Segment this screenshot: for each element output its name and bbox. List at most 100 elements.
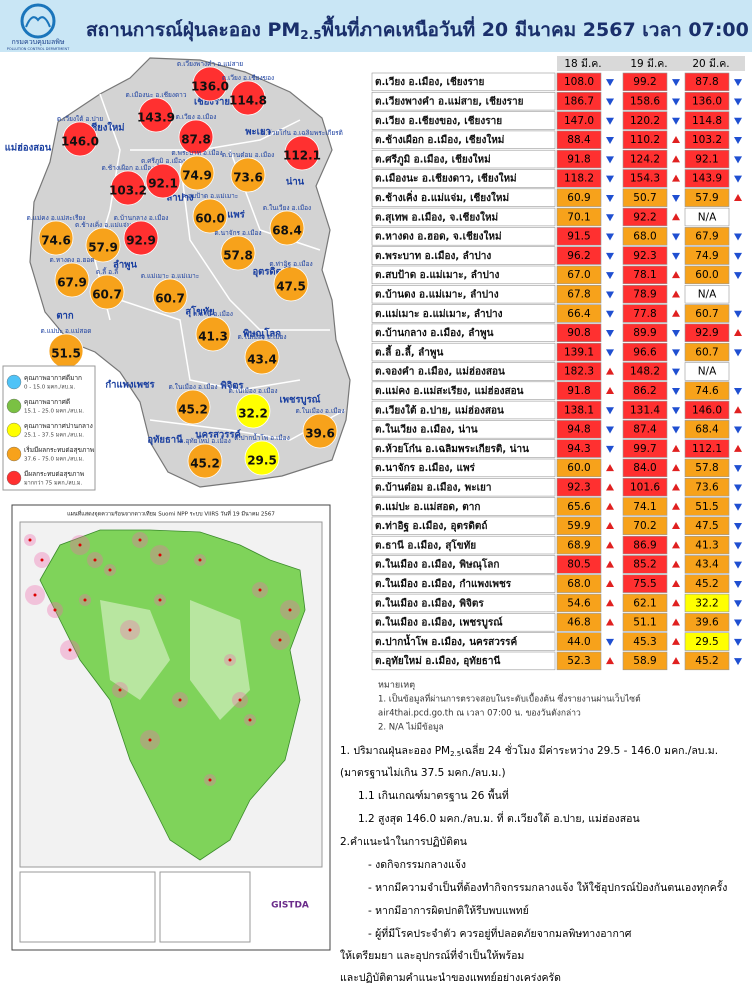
value-cell [622, 323, 668, 342]
station-name: ต.นาจักร อ.เมือง, แพร่ [375, 462, 476, 474]
column-header: 20 มี.ค. [692, 57, 729, 70]
value-cell [684, 632, 730, 651]
marker-value: 32.2 [238, 407, 268, 421]
station-cell [371, 207, 556, 227]
legend-swatch [6, 446, 22, 462]
value: 154.3 [630, 173, 660, 185]
value-cell [556, 593, 602, 613]
trend-arrow-up [606, 483, 614, 491]
value-cell [622, 497, 668, 516]
trend-arrow-down [734, 561, 742, 569]
hotspot-dot [28, 538, 32, 542]
agency: GISTDA [271, 901, 309, 911]
marker [123, 220, 159, 256]
marker [89, 274, 125, 310]
province-label: ลำพูน [113, 260, 137, 272]
value: 51.5 [695, 501, 718, 513]
value-cell [622, 439, 668, 458]
value-cell [684, 227, 730, 246]
trend-arrow-up [606, 502, 614, 510]
trend-arrow-down [734, 619, 742, 627]
value: 96.2 [567, 250, 590, 262]
trend-arrow-up [734, 329, 742, 337]
marker [302, 413, 338, 449]
value-cell [684, 284, 730, 304]
province-label: พิจิตร [220, 381, 244, 392]
legend-swatch [6, 422, 22, 438]
value-cell [622, 130, 668, 149]
value-cell [622, 381, 668, 400]
hotspot-dot [40, 558, 44, 562]
trend-arrow-down [734, 117, 742, 125]
station-name: ต.เวียงใต้ อ.ปาย, แม่ฮ่องสอน [375, 403, 504, 416]
station-name: ต.ในเมือง อ.เมือง, พิษณุโลก [375, 558, 499, 571]
hotspot-stats [159, 871, 251, 943]
value-cell [684, 323, 730, 342]
value-cell [684, 381, 730, 400]
value: 45.3 [633, 636, 656, 648]
trend-arrow-down [734, 580, 742, 588]
station-name: ต.ในเมือง อ.เมือง, พิจิตร [375, 596, 484, 609]
value: 39.6 [695, 617, 719, 629]
trend-arrow-up [672, 560, 680, 568]
value: 94.3 [567, 443, 590, 455]
trend-arrow-down [606, 175, 614, 183]
summary-post: เฉลี่ย 24 ชั่วโมง มีค่าระหว่าง 29.5 - 14… [461, 743, 718, 757]
value-cell [684, 477, 730, 497]
lowland [100, 600, 170, 700]
value-cell [684, 535, 730, 555]
value: 68.9 [567, 539, 590, 551]
trend-arrow-down [606, 137, 614, 145]
hotspot-stats [19, 871, 156, 943]
value: 124.2 [630, 153, 660, 165]
station-name: ต.เวียงพางคำ อ.แม่สาย, เชียงราย [375, 95, 524, 107]
trend-arrow-down [606, 349, 614, 357]
station-cell [371, 227, 556, 246]
marker-label: ต.ในเมือง อ.เมือง [228, 387, 277, 395]
value: 103.2 [692, 134, 722, 146]
marker [38, 220, 74, 256]
trend-arrow-down [734, 310, 742, 318]
value-cell [622, 111, 668, 130]
marker-value: 60.0 [195, 212, 225, 226]
province-label: เชียงใหม่ [87, 122, 124, 134]
marker [284, 135, 320, 171]
trend-arrow-up [606, 541, 614, 549]
value-cell [684, 497, 730, 516]
value: 50.7 [633, 192, 656, 204]
value: 75.5 [633, 578, 656, 590]
value-cell [684, 651, 730, 671]
value-cell [622, 342, 668, 362]
value: 158.6 [630, 95, 660, 107]
marker-label: ต.ในเมือง อ.เมือง [295, 407, 344, 415]
hotspot-dot [108, 568, 112, 572]
value-cell [556, 265, 602, 285]
trend-arrow-down [734, 387, 742, 395]
value: 92.2 [633, 211, 656, 223]
hotspot-dot [288, 608, 292, 612]
value: 131.4 [630, 404, 660, 416]
trend-arrow-down [734, 349, 742, 357]
station-name: ต.ช้างเผือก อ.เมือง, เชียงใหม่ [375, 133, 504, 146]
station-cell [371, 651, 556, 671]
marker [273, 266, 309, 302]
value: 67.9 [695, 231, 718, 243]
value: 86.2 [633, 385, 656, 397]
summary-line: ให้เตรียมยา และอุปกรณ์ที่จำเป็นให้พร้อม [340, 948, 524, 962]
value-cell [684, 555, 730, 574]
legend-name: คุณภาพอากาศปานกลาง [24, 422, 93, 430]
marker-label: ต.เวียงใต้ อ.ปาย [57, 115, 103, 123]
value: 96.6 [633, 346, 657, 358]
value-cell [684, 516, 730, 536]
trend-arrow-up [606, 657, 614, 665]
pm-table: 18 มี.ค. 19 มี.ค. 20 มี.ค. ต.เวียง อ.เมือง,… [371, 57, 742, 671]
station-name: ต.ช้างเคิ่ง อ.แม่แจ่ม, เชียงใหม่ [375, 190, 509, 204]
trend-arrow-up [734, 406, 742, 414]
trend-arrow-down [672, 252, 680, 260]
trend-arrow-down [606, 426, 614, 434]
legend-name: คุณภาพอากาศดีมาก [24, 374, 82, 382]
value: 147.0 [564, 115, 594, 127]
station-cell [371, 400, 556, 420]
marker-label: ต.เวียง อ.เชียงของ [222, 74, 274, 82]
station-cell [371, 516, 556, 536]
